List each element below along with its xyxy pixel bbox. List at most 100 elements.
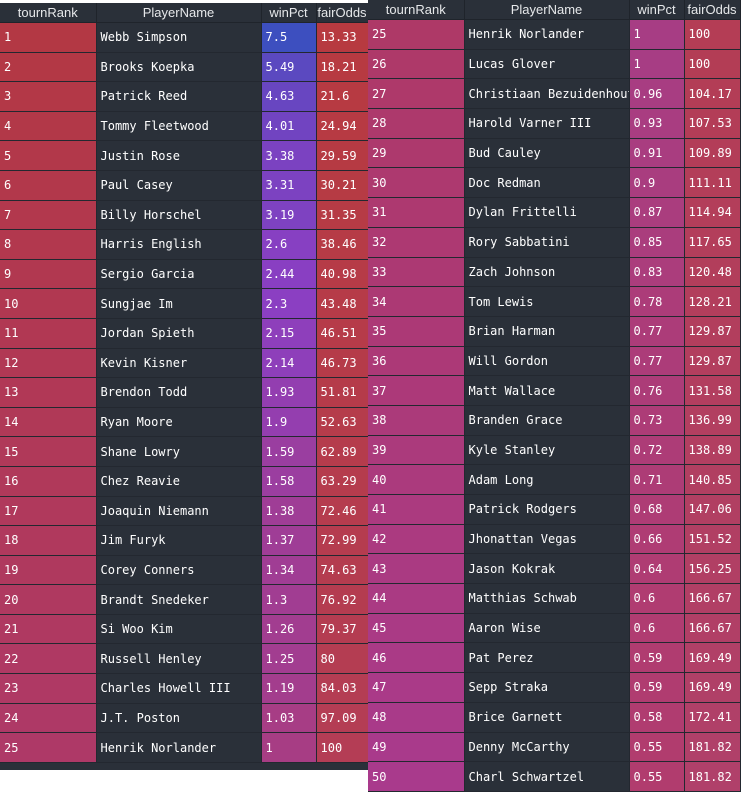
- cell-rank: 32: [368, 227, 465, 258]
- cell-fairodds: 129.87: [684, 316, 741, 347]
- cell-name: Henrik Norlander: [464, 19, 630, 50]
- cell-winpct: 2.14: [261, 348, 317, 379]
- cell-winpct: 3.19: [261, 200, 317, 231]
- cell-winpct: 1.3: [261, 584, 317, 615]
- cell-fairodds: 111.11: [684, 167, 741, 199]
- cell-rank: 26: [368, 49, 465, 80]
- cell-name: Shane Lowry: [96, 436, 262, 467]
- cell-fairodds: 131.58: [684, 375, 741, 406]
- cell-fairodds: 140.85: [684, 464, 741, 495]
- table-row: 46 Pat Perez 0.59 169.49: [368, 642, 741, 674]
- cell-name: Kyle Stanley: [464, 435, 630, 466]
- cell-fairodds: 51.81: [316, 377, 369, 408]
- table-row: 18 Jim Furyk 1.37 72.99: [0, 525, 369, 556]
- header-tournrank[interactable]: tournRank: [0, 3, 97, 23]
- cell-rank: 1: [0, 22, 97, 53]
- cell-fairodds: 76.92: [316, 584, 369, 615]
- cell-winpct: 0.76: [629, 375, 685, 406]
- table-row: 47 Sepp Straka 0.59 169.49: [368, 672, 741, 703]
- cell-fairodds: 172.41: [684, 702, 741, 733]
- table-row: 2 Brooks Koepka 5.49 18.21: [0, 52, 369, 83]
- cell-fairodds: 62.89: [316, 436, 369, 467]
- cell-fairodds: 13.33: [316, 22, 369, 53]
- cell-winpct: 4.63: [261, 81, 317, 112]
- cell-fairodds: 24.94: [316, 111, 369, 142]
- table-row: 9 Sergio Garcia 2.44 40.98: [0, 259, 369, 290]
- cell-winpct: 0.9: [629, 167, 685, 199]
- cell-name: J.T. Poston: [96, 703, 262, 734]
- cell-rank: 25: [0, 732, 97, 763]
- cell-rank: 49: [368, 732, 465, 763]
- header-fairodds[interactable]: fairOdds: [316, 3, 369, 23]
- odds-table-left: tournRank PlayerName winPct fairOdds 1 We…: [0, 3, 369, 763]
- cell-name: Aaron Wise: [464, 613, 630, 644]
- cell-winpct: 2.44: [261, 259, 317, 290]
- header-playername[interactable]: PlayerName: [96, 3, 262, 23]
- cell-fairodds: 80: [316, 643, 369, 675]
- cell-name: Zach Johnson: [464, 257, 630, 288]
- cell-winpct: 0.66: [629, 524, 685, 555]
- table-row: 27 Christiaan Bezuidenhout 0.96 104.17: [368, 78, 741, 110]
- cell-rank: 14: [0, 407, 97, 438]
- cell-rank: 16: [0, 466, 97, 497]
- table-row: 39 Kyle Stanley 0.72 138.89: [368, 435, 741, 466]
- header-winpct[interactable]: winPct: [261, 3, 317, 23]
- cell-fairodds: 109.89: [684, 138, 741, 169]
- cell-fairodds: 136.99: [684, 405, 741, 436]
- cell-winpct: 5.49: [261, 52, 317, 83]
- cell-winpct: 7.5: [261, 22, 317, 53]
- cell-rank: 41: [368, 494, 465, 525]
- cell-fairodds: 38.46: [316, 229, 369, 260]
- cell-winpct: 1.19: [261, 673, 317, 704]
- cell-name: Rory Sabbatini: [464, 227, 630, 258]
- table-row: 44 Matthias Schwab 0.6 166.67: [368, 583, 741, 614]
- header-winpct[interactable]: winPct: [629, 0, 685, 20]
- table-row: 41 Patrick Rodgers 0.68 147.06: [368, 494, 741, 525]
- cell-name: Ryan Moore: [96, 407, 262, 438]
- cell-rank: 37: [368, 375, 465, 406]
- cell-rank: 20: [0, 584, 97, 615]
- cell-winpct: 0.6: [629, 613, 685, 644]
- cell-name: Bud Cauley: [464, 138, 630, 169]
- cell-fairodds: 138.89: [684, 435, 741, 466]
- cell-name: Charles Howell III: [96, 673, 262, 704]
- cell-rank: 30: [368, 167, 465, 199]
- table-row: 25 Henrik Norlander 1 100: [0, 732, 369, 763]
- cell-rank: 43: [368, 553, 465, 585]
- table-row: 23 Charles Howell III 1.19 84.03: [0, 673, 369, 704]
- header-fairodds[interactable]: fairOdds: [684, 0, 741, 20]
- cell-rank: 2: [0, 52, 97, 83]
- cell-rank: 24: [0, 703, 97, 734]
- cell-fairodds: 43.48: [316, 288, 369, 319]
- cell-fairodds: 72.99: [316, 525, 369, 556]
- cell-rank: 42: [368, 524, 465, 555]
- table-row: 15 Shane Lowry 1.59 62.89: [0, 436, 369, 467]
- cell-rank: 29: [368, 138, 465, 169]
- header-playername[interactable]: PlayerName: [464, 0, 630, 20]
- cell-fairodds: 151.52: [684, 524, 741, 555]
- cell-winpct: 0.91: [629, 138, 685, 169]
- cell-name: Will Gordon: [464, 346, 630, 377]
- cell-name: Corey Conners: [96, 555, 262, 586]
- cell-winpct: 1.38: [261, 496, 317, 527]
- table-row: 28 Harold Varner III 0.93 107.53: [368, 108, 741, 139]
- cell-name: Webb Simpson: [96, 22, 262, 53]
- table-row: 10 Sungjae Im 2.3 43.48: [0, 288, 369, 319]
- cell-rank: 7: [0, 200, 97, 231]
- cell-fairodds: 18.21: [316, 52, 369, 83]
- header-tournrank[interactable]: tournRank: [368, 0, 465, 20]
- cell-rank: 39: [368, 435, 465, 466]
- table-row: 11 Jordan Spieth 2.15 46.51: [0, 318, 369, 349]
- cell-winpct: 1.37: [261, 525, 317, 556]
- cell-fairodds: 169.49: [684, 642, 741, 674]
- cell-rank: 18: [0, 525, 97, 556]
- cell-fairodds: 40.98: [316, 259, 369, 290]
- table-row: 32 Rory Sabbatini 0.85 117.65: [368, 227, 741, 258]
- cell-fairodds: 46.73: [316, 348, 369, 379]
- cell-name: Patrick Reed: [96, 81, 262, 112]
- cell-name: Sepp Straka: [464, 672, 630, 703]
- cell-rank: 27: [368, 78, 465, 110]
- cell-fairodds: 52.63: [316, 407, 369, 438]
- cell-name: Harris English: [96, 229, 262, 260]
- cell-fairodds: 147.06: [684, 494, 741, 525]
